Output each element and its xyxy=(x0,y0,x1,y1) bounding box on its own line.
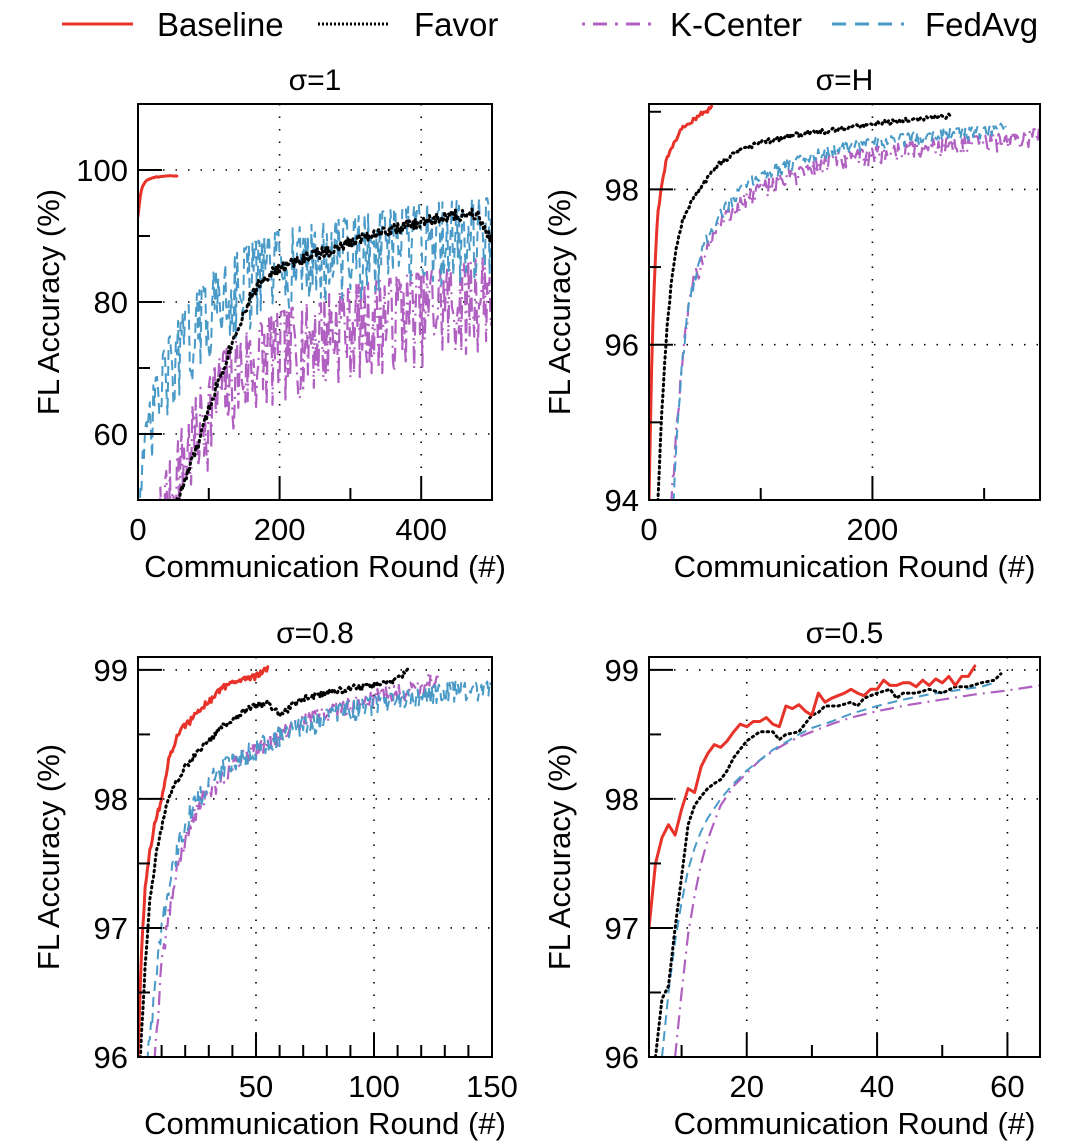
y-tick-label: 80 xyxy=(94,285,128,320)
y-tick-label: 98 xyxy=(605,782,639,817)
series-line-favor xyxy=(654,672,1003,1057)
y-tick-label: 96 xyxy=(605,328,639,363)
series-line-baseline xyxy=(649,664,977,930)
y-tick-label: 98 xyxy=(94,782,128,817)
panel-sigma-0-8: σ=0.8 50 100 150 96 97 98 99 Communication Round… xyxy=(31,617,518,1141)
x-tick-label: 20 xyxy=(730,1069,764,1104)
y-tick-label: 99 xyxy=(94,653,128,688)
x-axis-label: Communication Round (#) xyxy=(144,549,506,584)
y-tick-label: 98 xyxy=(605,172,639,207)
panel-title: σ=H xyxy=(816,64,874,97)
x-tick-label: 0 xyxy=(129,512,146,547)
panel-title: σ=0.5 xyxy=(806,617,884,650)
plot-frame xyxy=(648,656,1041,1058)
series-line-fedavg xyxy=(672,122,1007,500)
y-axis-label: FL Accuracy (%) xyxy=(31,189,66,415)
legend-label-k-center: K-Center xyxy=(670,6,802,43)
legend-entry-k-center: K-Center xyxy=(582,6,802,43)
plot-frame xyxy=(648,103,1041,501)
panel-sigma-0-5: σ=0.5 20 40 60 96 97 98 99 Communication Round (… xyxy=(542,617,1041,1141)
legend-label-fedavg: FedAvg xyxy=(925,6,1038,43)
panel-sigma-1: σ=1 0 200 400 60 80 100 Communication Round (#)… xyxy=(31,64,506,584)
series-line-k-center xyxy=(674,684,1040,1057)
legend-entry-favor: Favor xyxy=(318,6,498,43)
panel-title: σ=1 xyxy=(289,64,342,97)
series-line-fedavg xyxy=(661,681,995,1057)
legend: Baseline Favor K-Center FedAvg xyxy=(62,6,1038,43)
x-axis-label: Communication Round (#) xyxy=(144,1106,506,1141)
series-line-baseline xyxy=(138,665,270,1057)
series-group xyxy=(649,104,1040,500)
series-line-k-center xyxy=(670,127,1040,500)
x-axis-label: Communication Round (#) xyxy=(674,1106,1036,1141)
legend-entry-fedavg: FedAvg xyxy=(832,6,1038,43)
series-line-k-center xyxy=(153,669,442,1057)
x-tick-label: 100 xyxy=(348,1069,400,1104)
y-tick-label: 99 xyxy=(605,653,639,688)
y-axis-label: FL Accuracy (%) xyxy=(542,744,577,970)
y-tick-label: 94 xyxy=(605,483,639,518)
series-line-fedavg xyxy=(146,680,492,1057)
series-group xyxy=(138,174,492,500)
series-line-baseline xyxy=(649,104,714,500)
y-tick-label: 97 xyxy=(605,911,639,946)
legend-entry-baseline: Baseline xyxy=(62,6,284,43)
series-line-fedavg xyxy=(139,197,492,500)
x-tick-label: 40 xyxy=(860,1069,894,1104)
plot-frame xyxy=(137,656,493,1058)
series-group xyxy=(138,665,492,1057)
y-tick-label: 96 xyxy=(94,1040,128,1075)
x-tick-label: 150 xyxy=(466,1069,518,1104)
x-tick-label: 60 xyxy=(990,1069,1024,1104)
y-tick-label: 100 xyxy=(76,153,128,188)
panel-sigma-h: σ=H 0 200 94 96 98 Communication Round (#) FL A… xyxy=(542,64,1041,584)
x-tick-label: 200 xyxy=(254,512,306,547)
y-tick-label: 97 xyxy=(94,911,128,946)
series-line-favor xyxy=(175,207,492,500)
series-group xyxy=(649,664,1040,1057)
x-tick-label: 400 xyxy=(395,512,447,547)
y-tick-label: 60 xyxy=(94,417,128,452)
series-line-baseline xyxy=(138,174,179,218)
panel-title: σ=0.8 xyxy=(276,617,354,650)
series-line-favor xyxy=(656,112,952,500)
x-tick-label: 200 xyxy=(847,512,899,547)
x-tick-label: 50 xyxy=(239,1069,273,1104)
y-axis-label: FL Accuracy (%) xyxy=(31,744,66,970)
series-line-favor xyxy=(138,667,411,1057)
x-axis-label: Communication Round (#) xyxy=(674,549,1036,584)
x-tick-label: 0 xyxy=(640,512,657,547)
legend-label-baseline: Baseline xyxy=(157,6,284,43)
y-tick-label: 96 xyxy=(605,1040,639,1075)
legend-label-favor: Favor xyxy=(414,6,498,43)
y-axis-label: FL Accuracy (%) xyxy=(542,189,577,415)
